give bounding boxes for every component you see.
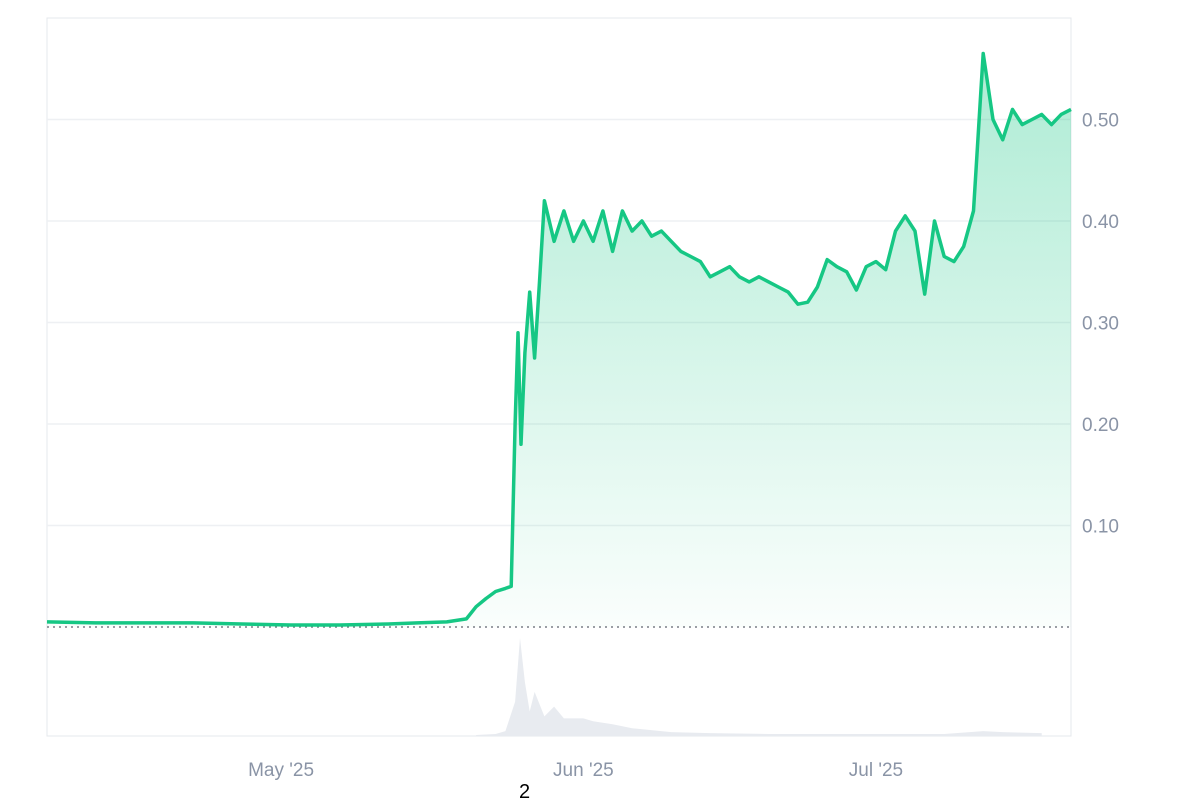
y-tick-label: 0.30 — [1082, 314, 1119, 335]
volume-bars — [476, 638, 1042, 736]
x-axis-ticks: May '25 Jun '25 Jul '25 — [248, 760, 903, 781]
volume-area — [476, 638, 1042, 736]
x-tick-label: Jun '25 — [553, 760, 614, 781]
y-tick-label: 0.10 — [1082, 517, 1119, 538]
x-tick-label: Jul '25 — [849, 760, 903, 781]
y-axis-ticks: 0.10 0.20 0.30 0.40 0.50 — [1082, 111, 1119, 538]
price-area-fill — [47, 53, 1071, 627]
footer-number: 2 — [519, 781, 531, 803]
price-line — [46, 51, 1072, 627]
y-tick-label: 0.50 — [1082, 111, 1119, 132]
x-tick-label: May '25 — [248, 760, 314, 781]
y-tick-label: 0.20 — [1082, 415, 1119, 436]
y-tick-label: 0.40 — [1082, 212, 1119, 233]
